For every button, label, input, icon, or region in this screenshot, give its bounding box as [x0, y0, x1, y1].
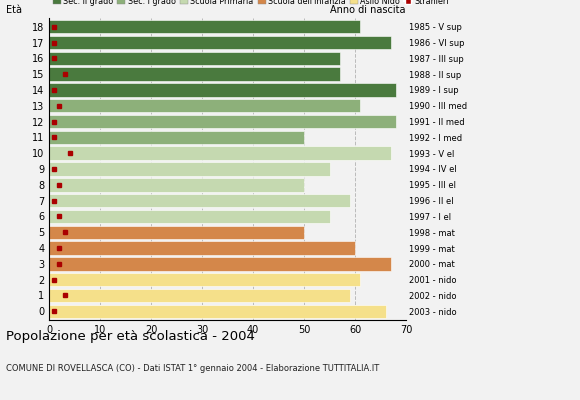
Text: Anno di nascita: Anno di nascita	[331, 5, 406, 15]
Bar	[49, 36, 391, 49]
Bar	[49, 115, 396, 128]
Bar	[49, 226, 304, 239]
Legend: Sec. II grado, Sec. I grado, Scuola Primaria, Scuola dell'Infanzia, Asilo Nido, : Sec. II grado, Sec. I grado, Scuola Prim…	[49, 0, 452, 9]
Bar	[49, 257, 391, 270]
Bar	[49, 146, 391, 160]
Bar	[49, 99, 360, 112]
Bar	[49, 210, 329, 223]
Bar	[49, 52, 340, 65]
Bar	[49, 162, 329, 176]
Bar	[49, 289, 350, 302]
Bar	[49, 304, 386, 318]
Bar	[49, 273, 360, 286]
Bar	[49, 178, 304, 192]
Text: Popolazione per età scolastica - 2004: Popolazione per età scolastica - 2004	[6, 330, 255, 343]
Text: COMUNE DI ROVELLASCA (CO) - Dati ISTAT 1° gennaio 2004 - Elaborazione TUTTITALIA: COMUNE DI ROVELLASCA (CO) - Dati ISTAT 1…	[6, 364, 379, 373]
Bar	[49, 241, 355, 255]
Bar	[49, 194, 350, 207]
Bar	[49, 83, 396, 97]
Bar	[49, 68, 340, 81]
Text: Età: Età	[6, 5, 23, 15]
Bar	[49, 20, 360, 34]
Bar	[49, 131, 304, 144]
